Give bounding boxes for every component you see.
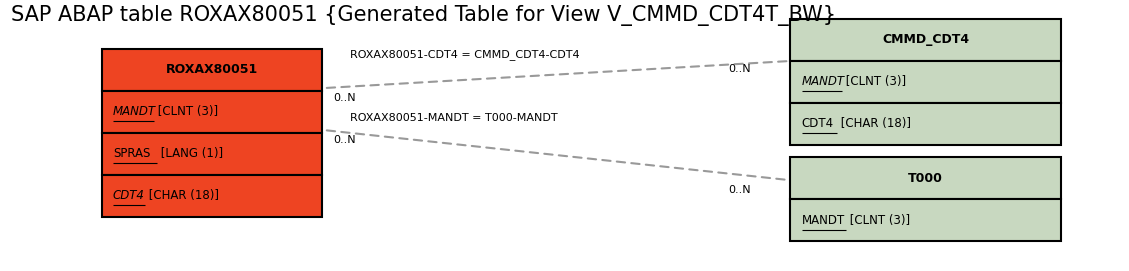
Text: MANDT: MANDT <box>802 214 844 227</box>
Text: [LANG (1)]: [LANG (1)] <box>157 147 224 160</box>
Bar <box>102 91 322 133</box>
Bar <box>790 19 1061 61</box>
Text: MANDT: MANDT <box>802 76 844 88</box>
Text: [CLNT (3)]: [CLNT (3)] <box>846 214 910 227</box>
Text: SAP ABAP table ROXAX80051 {Generated Table for View V_CMMD_CDT4T_BW}: SAP ABAP table ROXAX80051 {Generated Tab… <box>11 5 837 26</box>
Text: [CLNT (3)]: [CLNT (3)] <box>842 76 907 88</box>
Text: SPRAS: SPRAS <box>113 147 150 160</box>
Text: CMMD_CDT4: CMMD_CDT4 <box>882 34 970 46</box>
Text: [CHAR (18)]: [CHAR (18)] <box>146 189 219 202</box>
Text: [CLNT (3)]: [CLNT (3)] <box>154 105 218 118</box>
Text: T000: T000 <box>909 172 943 185</box>
Bar <box>790 157 1061 199</box>
Bar <box>102 175 322 217</box>
Bar <box>102 49 322 91</box>
Bar <box>790 61 1061 103</box>
Text: ROXAX80051-CDT4 = CMMD_CDT4-CDT4: ROXAX80051-CDT4 = CMMD_CDT4-CDT4 <box>350 49 579 60</box>
Text: [CHAR (18)]: [CHAR (18)] <box>837 118 911 130</box>
Text: CDT4: CDT4 <box>802 118 833 130</box>
Text: CDT4: CDT4 <box>113 189 145 202</box>
Bar <box>790 199 1061 241</box>
Bar <box>790 103 1061 145</box>
Text: 0..N: 0..N <box>728 185 751 195</box>
Text: 0..N: 0..N <box>333 93 356 102</box>
Text: ROXAX80051: ROXAX80051 <box>166 63 257 76</box>
Text: 0..N: 0..N <box>728 64 751 74</box>
Text: ROXAX80051-MANDT = T000-MANDT: ROXAX80051-MANDT = T000-MANDT <box>350 113 558 123</box>
Text: MANDT: MANDT <box>113 105 156 118</box>
Text: 0..N: 0..N <box>333 135 356 144</box>
Bar <box>102 133 322 175</box>
